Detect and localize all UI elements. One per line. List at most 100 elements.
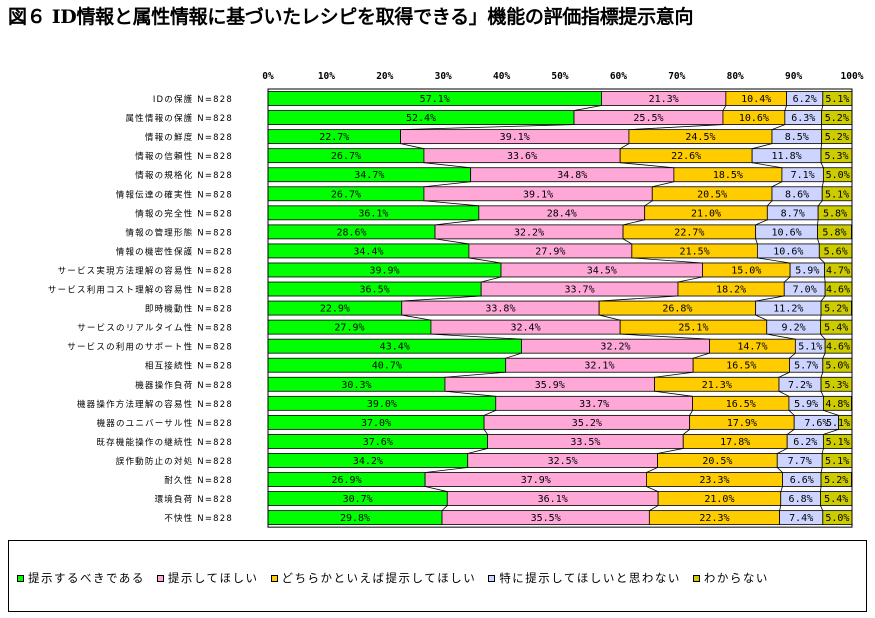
- data-label: 5.1%: [826, 437, 850, 448]
- bar-segment: [820, 472, 852, 487]
- data-label: 16.5%: [726, 399, 756, 410]
- data-label: 14.7%: [737, 342, 767, 353]
- series-line: [693, 352, 710, 359]
- category-label: 既存機能操作の継続性 N=828: [96, 437, 233, 448]
- data-label: 22.6%: [671, 151, 701, 162]
- category-label: 属性情報の保護 N=828: [125, 113, 233, 124]
- series-line: [820, 467, 823, 473]
- data-label: 5.3%: [824, 151, 848, 162]
- data-label: 21.0%: [704, 494, 734, 505]
- series-line: [780, 486, 783, 492]
- data-label: 5.6%: [824, 246, 848, 257]
- data-label: 5.1%: [826, 418, 850, 429]
- x-tick-label: 10%: [318, 71, 335, 82]
- series-line: [599, 295, 678, 302]
- data-label: 4.7%: [826, 265, 850, 276]
- series-line: [657, 448, 684, 454]
- series-line: [423, 200, 479, 207]
- x-tick-label: 40%: [493, 71, 510, 82]
- series-line: [820, 391, 824, 397]
- series-line: [444, 371, 506, 378]
- data-label: 36.1%: [358, 208, 388, 219]
- data-label: 21.3%: [649, 94, 679, 105]
- data-label: 5.9%: [794, 399, 818, 410]
- data-label: 26.9%: [331, 475, 361, 486]
- data-labels: 57.1% 21.3% 10.4% 6.2% 5.1% 52.4% 25.5% 10.6% 6.…: [319, 94, 850, 524]
- x-tick-label: 50%: [551, 71, 568, 82]
- category-label: 不快性 N=828: [164, 513, 233, 524]
- series-line: [620, 333, 710, 340]
- x-tick-label: 30%: [435, 71, 452, 82]
- bar-segment: [820, 300, 852, 316]
- series-line: [824, 276, 826, 283]
- series-line: [752, 143, 773, 150]
- series-line: [620, 162, 674, 169]
- series-line: [820, 143, 823, 149]
- data-label: 23.3%: [699, 475, 729, 486]
- category-label: サービスのリアルタイム性 N=828: [77, 323, 233, 334]
- data-label: 5.1%: [825, 94, 849, 105]
- x-tick-label: 70%: [668, 71, 685, 82]
- data-label: 5.1%: [825, 189, 849, 200]
- data-label: 26.8%: [662, 304, 692, 315]
- data-label: 5.2%: [824, 304, 848, 315]
- series-line: [430, 333, 522, 340]
- category-label: 情報の信頼性 N=828: [135, 151, 233, 162]
- data-label: 25.5%: [633, 113, 663, 124]
- series-line: [766, 333, 796, 340]
- legend-item: 提示するべきである: [17, 570, 145, 586]
- data-label: 6.8%: [789, 494, 813, 505]
- data-label: 34.8%: [557, 170, 587, 181]
- series-line: [778, 390, 790, 397]
- series-line: [441, 505, 448, 511]
- data-label: 20.5%: [697, 189, 727, 200]
- series-line: [788, 410, 795, 416]
- data-label: 28.6%: [336, 227, 366, 238]
- data-label: 10.6%: [739, 113, 769, 124]
- data-label: 7.0%: [793, 285, 817, 296]
- category-label: 機器操作負荷 N=828: [135, 380, 233, 391]
- data-label: 5.2%: [824, 475, 848, 486]
- data-label: 25.1%: [678, 323, 708, 334]
- x-tick-label: 0%: [262, 71, 274, 82]
- data-label: 7.2%: [788, 380, 812, 391]
- series-line: [779, 505, 782, 511]
- data-label: 43.4%: [380, 342, 410, 353]
- data-label: 34.4%: [353, 246, 383, 257]
- data-label: 27.9%: [334, 323, 364, 334]
- series-line: [771, 181, 783, 188]
- series-line: [821, 448, 824, 454]
- series-line: [505, 352, 522, 359]
- legend-item: わからない: [692, 570, 769, 586]
- plot-frame: [267, 88, 853, 528]
- data-label: 6.3%: [791, 113, 815, 124]
- data-label: 33.5%: [570, 437, 600, 448]
- data-label: 8.5%: [785, 132, 809, 143]
- series-line: [483, 409, 496, 416]
- legend-item: 特に提示してほしいと思わない: [488, 570, 681, 586]
- series-line: [599, 314, 621, 321]
- data-label: 8.7%: [781, 208, 805, 219]
- series-line: [425, 486, 448, 492]
- series-line: [823, 409, 839, 416]
- data-label: 10.4%: [741, 94, 771, 105]
- series-line: [819, 257, 825, 264]
- data-label: 57.1%: [420, 94, 450, 105]
- data-label: 39.1%: [500, 132, 530, 143]
- data-label: 9.2%: [782, 323, 806, 334]
- data-label: 33.7%: [579, 399, 609, 410]
- category-label: 情報の機密性保護 N=828: [116, 246, 233, 257]
- data-label: 33.7%: [565, 285, 595, 296]
- series-line: [817, 200, 823, 207]
- series-line: [822, 353, 826, 359]
- category-label: 誤作動防止の対処 N=828: [116, 456, 233, 467]
- series-line: [755, 219, 768, 226]
- data-label: 5.2%: [825, 132, 849, 143]
- series-line: [434, 219, 479, 226]
- stacked-bar-chart: 0% 10% 20% 30% 40% 50% 60% 70% 80% 90% 100% IDの保護 …: [48, 71, 864, 528]
- series-line: [821, 105, 824, 111]
- data-label: 15.0%: [731, 265, 761, 276]
- series-line: [757, 257, 791, 264]
- category-label: 情報伝達の確実性 N=828: [116, 189, 233, 200]
- data-label: 16.5%: [726, 361, 756, 372]
